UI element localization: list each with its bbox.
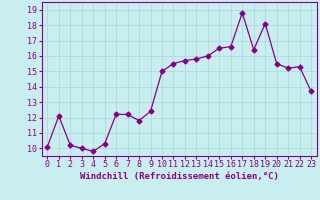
X-axis label: Windchill (Refroidissement éolien,°C): Windchill (Refroidissement éolien,°C): [80, 172, 279, 181]
